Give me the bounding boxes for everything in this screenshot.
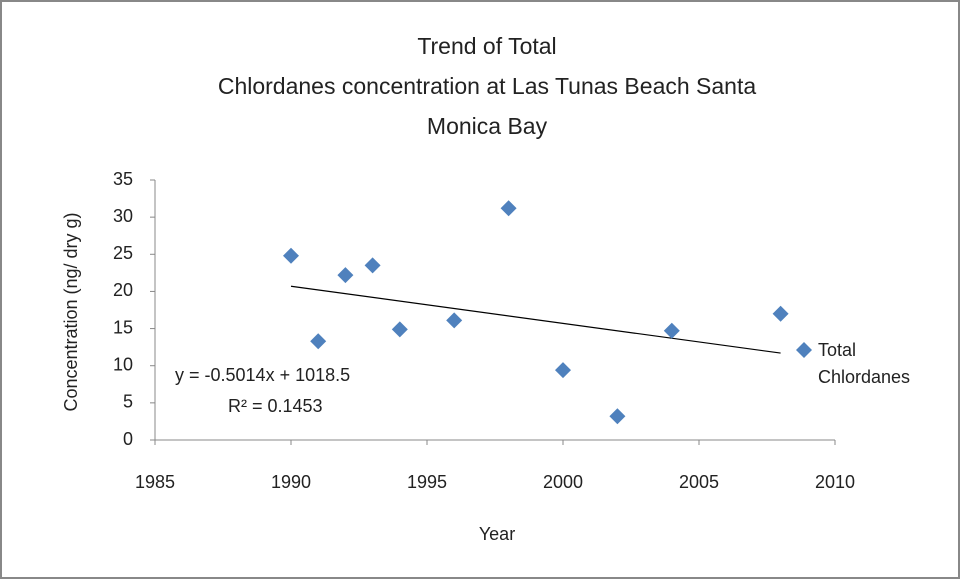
- y-tick-label: 25: [113, 243, 133, 263]
- x-tick-label: 1985: [135, 472, 175, 492]
- point: [364, 257, 381, 274]
- x-tick-label: 1995: [407, 472, 447, 492]
- y-tick-label: 15: [113, 317, 133, 337]
- legend-label: Total Chlordanes: [818, 340, 911, 387]
- equation: y = -0.5014x + 1018.5: [175, 365, 350, 385]
- r-squared: R² = 0.1453: [228, 396, 323, 416]
- y-tick-label: 10: [113, 354, 133, 374]
- y-axis-label: Concentration (ng/ dry g): [61, 212, 81, 411]
- legend-marker: [796, 342, 812, 358]
- point: [663, 322, 680, 339]
- y-tick-label: 35: [113, 169, 133, 189]
- point: [337, 267, 354, 284]
- x-axis-label: Year: [479, 524, 515, 544]
- trendline: [290, 285, 781, 354]
- chart-title: Chlordanes concentration at Las Tunas Be…: [218, 73, 757, 99]
- y-tick-label: 30: [113, 206, 133, 226]
- chart-title: Trend of Total: [417, 33, 556, 59]
- x-tick-label: 2005: [679, 472, 719, 492]
- point: [446, 312, 463, 329]
- point: [609, 408, 626, 425]
- point: [772, 305, 789, 322]
- point: [555, 362, 571, 379]
- y-tick-label: 20: [113, 280, 133, 300]
- x-tick-label: 2000: [543, 472, 583, 492]
- point: [310, 333, 327, 350]
- point: [391, 321, 408, 338]
- y-tick-label: 5: [123, 392, 133, 412]
- x-tick-label: 2010: [815, 472, 855, 492]
- point: [500, 200, 517, 217]
- x-tick-label: 1990: [271, 472, 311, 492]
- point: [283, 247, 299, 264]
- y-tick-label: 0: [123, 429, 133, 449]
- chart-title: Monica Bay: [427, 113, 548, 139]
